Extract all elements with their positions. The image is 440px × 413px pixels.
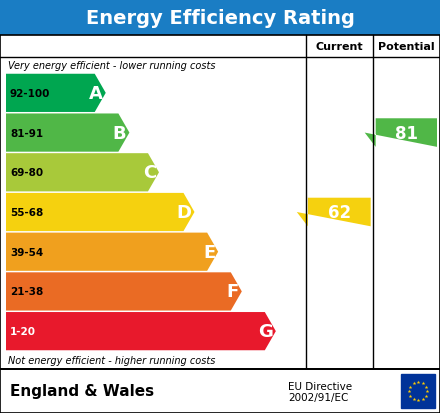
Polygon shape	[6, 114, 129, 152]
Text: England & Wales: England & Wales	[10, 384, 154, 399]
Polygon shape	[6, 233, 218, 271]
Text: F: F	[227, 283, 239, 301]
Text: E: E	[203, 243, 215, 261]
Polygon shape	[6, 75, 106, 113]
Text: A: A	[89, 85, 103, 102]
Text: Not energy efficient - higher running costs: Not energy efficient - higher running co…	[8, 355, 215, 365]
Polygon shape	[6, 193, 194, 232]
Bar	[401, 374, 435, 408]
Polygon shape	[297, 198, 370, 227]
Text: 81: 81	[395, 124, 418, 142]
Polygon shape	[6, 312, 276, 350]
Text: Potential: Potential	[378, 42, 435, 52]
Text: EU Directive: EU Directive	[288, 381, 352, 391]
Text: 92-100: 92-100	[10, 89, 50, 99]
Bar	[0, 36, 440, 369]
Text: B: B	[113, 124, 126, 142]
Text: 39-54: 39-54	[10, 247, 43, 257]
Text: 55-68: 55-68	[10, 207, 43, 218]
Text: 1-20: 1-20	[10, 326, 36, 336]
Text: Very energy efficient - lower running costs: Very energy efficient - lower running co…	[8, 61, 216, 71]
Text: 21-38: 21-38	[10, 287, 43, 297]
Text: Energy Efficiency Rating: Energy Efficiency Rating	[85, 9, 355, 27]
Text: 2002/91/EC: 2002/91/EC	[288, 392, 348, 402]
Text: C: C	[143, 164, 156, 182]
Polygon shape	[6, 273, 242, 311]
Bar	[0, 369, 440, 413]
Text: D: D	[176, 204, 191, 221]
Text: G: G	[258, 323, 273, 340]
Text: 69-80: 69-80	[10, 168, 43, 178]
Text: 62: 62	[328, 204, 351, 221]
Polygon shape	[6, 154, 159, 192]
Polygon shape	[365, 119, 437, 147]
Bar	[0, 0, 440, 36]
Text: Current: Current	[315, 42, 363, 52]
Text: 81-91: 81-91	[10, 128, 43, 138]
